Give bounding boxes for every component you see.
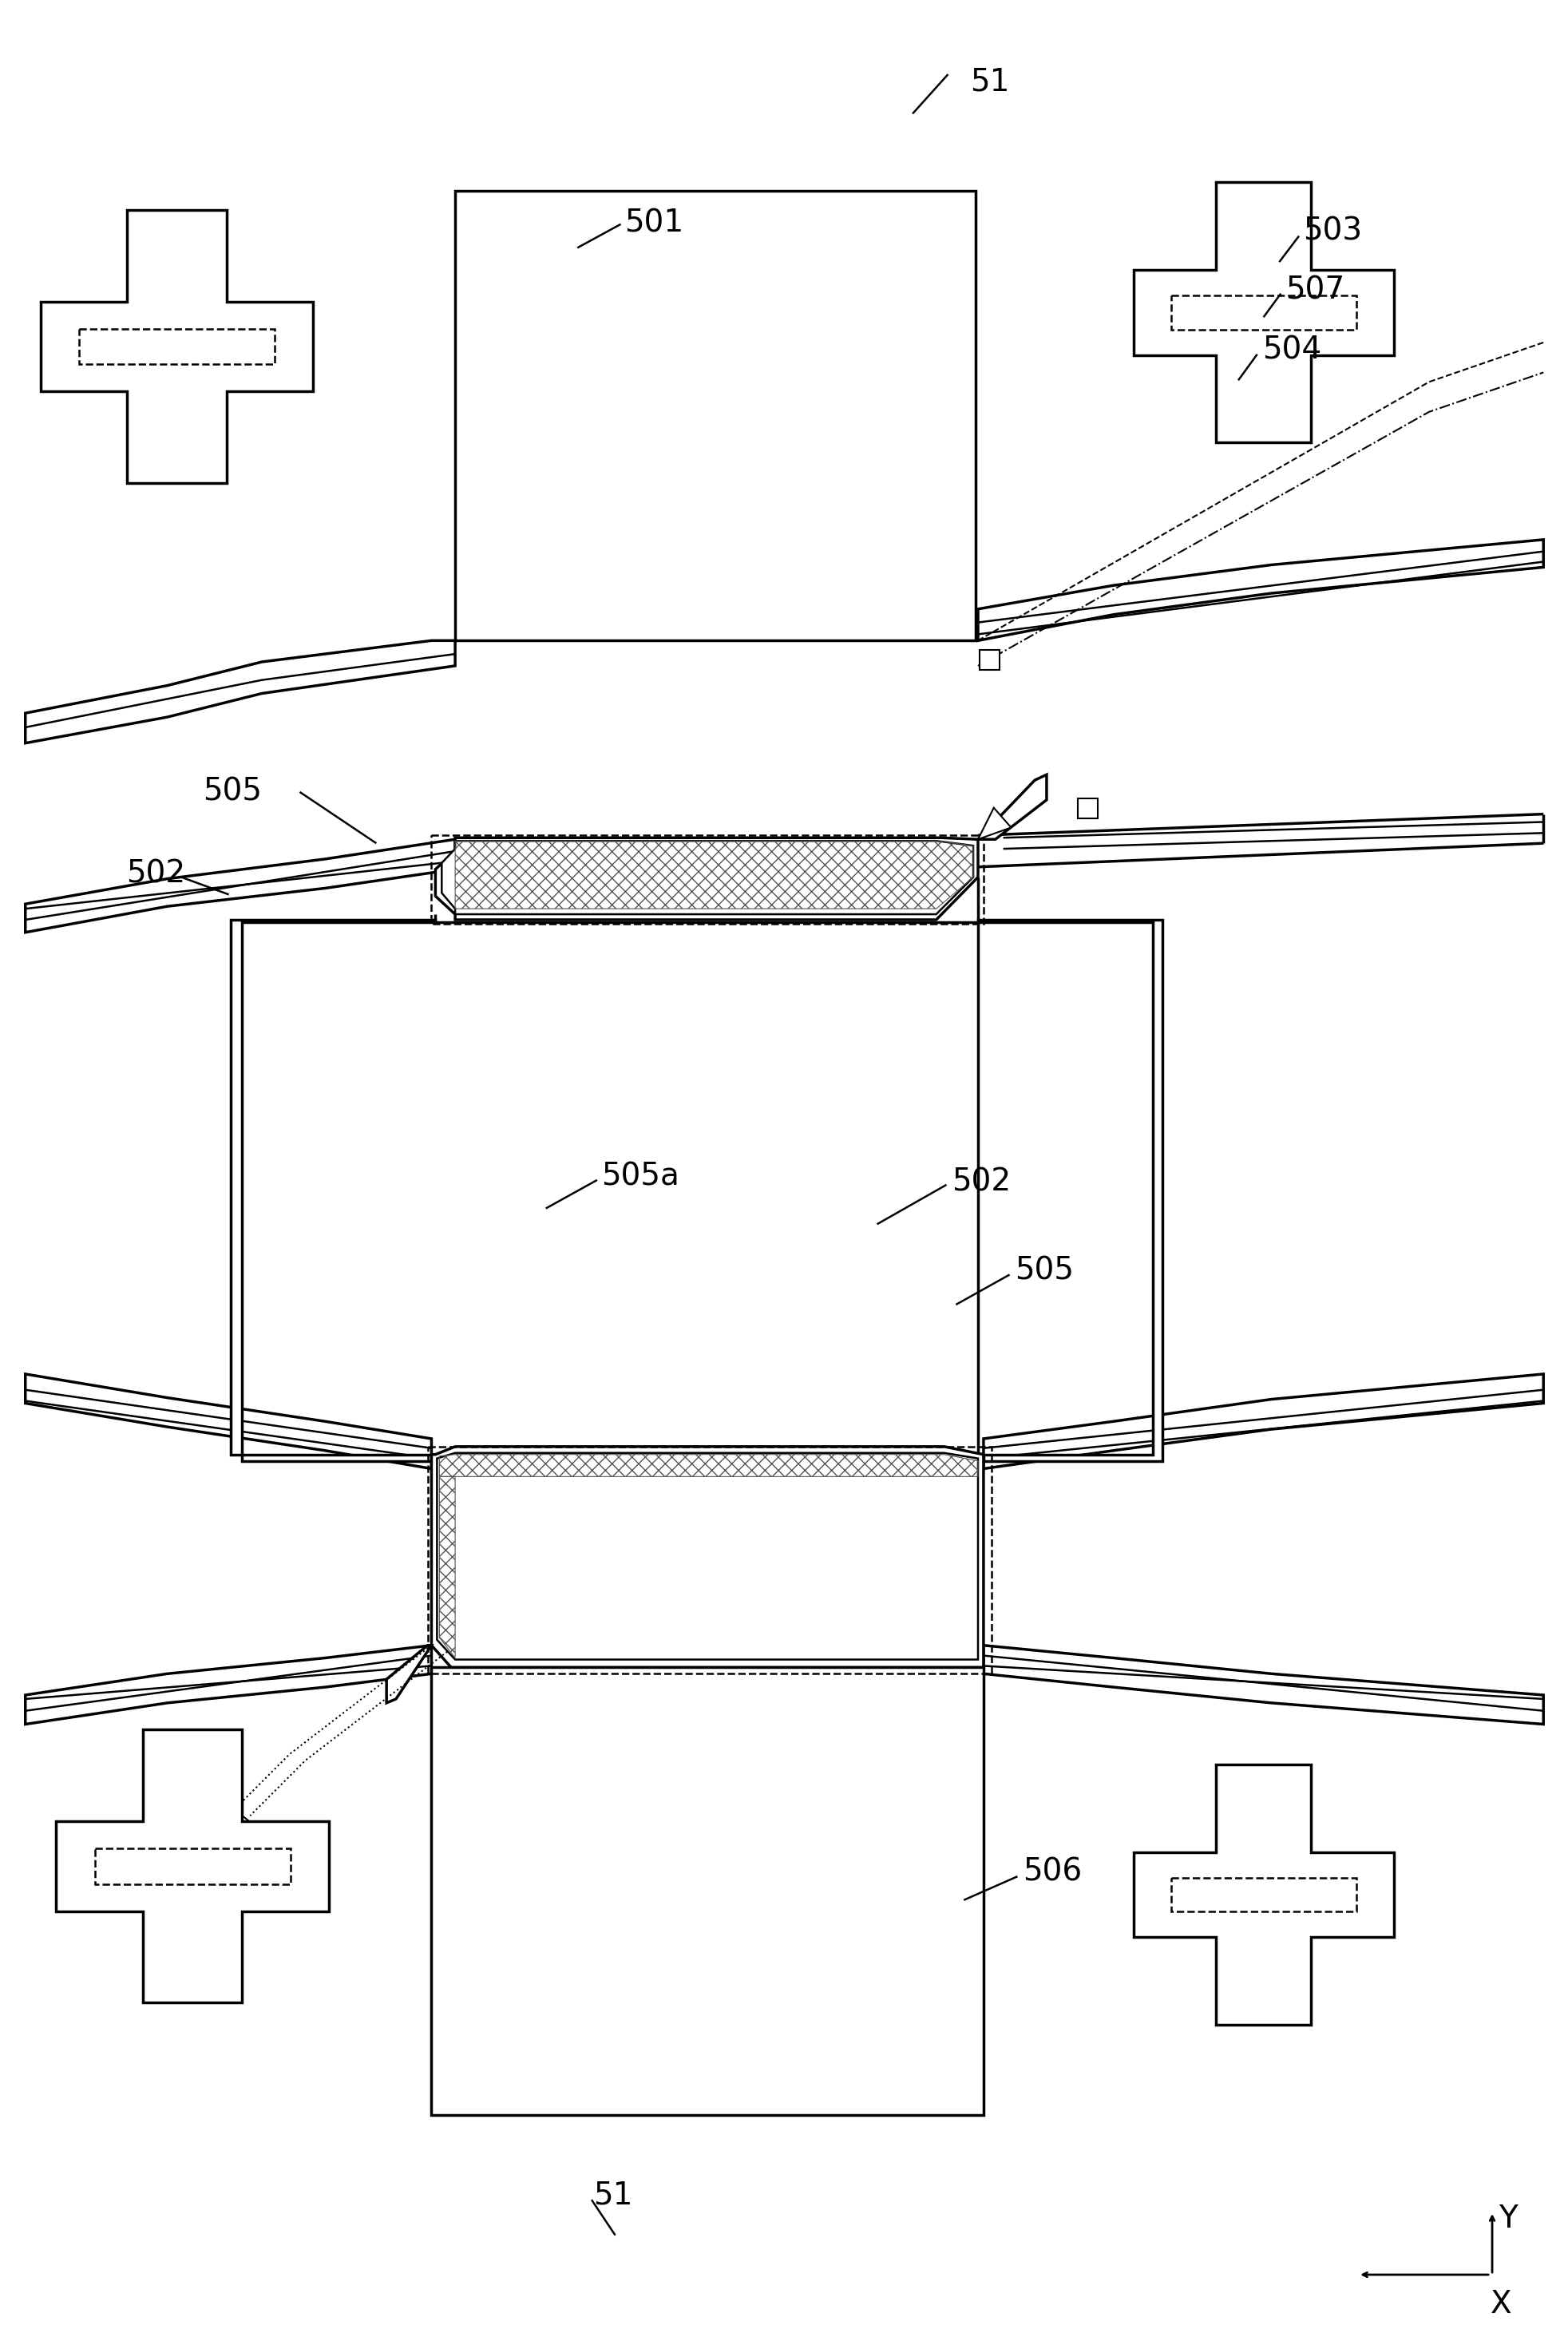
Text: 503: 503 — [1303, 216, 1361, 246]
Polygon shape — [25, 642, 455, 744]
Polygon shape — [442, 842, 972, 914]
Text: 501: 501 — [624, 209, 684, 239]
Text: 51: 51 — [593, 2181, 632, 2211]
Polygon shape — [983, 1374, 1543, 1469]
Polygon shape — [436, 837, 977, 921]
Text: Y: Y — [1497, 2204, 1516, 2234]
Polygon shape — [25, 1374, 431, 1469]
Polygon shape — [983, 1646, 1543, 1725]
Polygon shape — [977, 921, 1162, 1460]
Polygon shape — [978, 651, 999, 670]
Text: 506: 506 — [1022, 1858, 1082, 1888]
Text: X: X — [1490, 2288, 1512, 2320]
Text: 502: 502 — [952, 1167, 1011, 1197]
Polygon shape — [41, 209, 314, 484]
Polygon shape — [230, 921, 436, 1460]
Polygon shape — [977, 539, 1543, 642]
Polygon shape — [386, 1646, 431, 1702]
Text: 505a: 505a — [601, 1160, 679, 1190]
Text: 502: 502 — [127, 858, 185, 890]
Text: 504: 504 — [1261, 335, 1320, 365]
Text: 51: 51 — [969, 67, 1010, 98]
Polygon shape — [977, 807, 1011, 839]
Polygon shape — [56, 1730, 329, 2002]
Polygon shape — [25, 1646, 431, 1725]
Polygon shape — [431, 1446, 983, 1667]
Polygon shape — [431, 1667, 983, 2116]
Polygon shape — [218, 1809, 254, 1841]
Text: 507: 507 — [1284, 274, 1344, 307]
Polygon shape — [1132, 1765, 1392, 2025]
Polygon shape — [437, 1453, 977, 1660]
Text: 505: 505 — [202, 777, 262, 807]
Polygon shape — [977, 774, 1046, 839]
Polygon shape — [1077, 797, 1098, 818]
Text: 505: 505 — [1014, 1256, 1074, 1286]
Polygon shape — [25, 839, 455, 932]
Polygon shape — [1132, 181, 1392, 442]
Polygon shape — [455, 191, 975, 642]
